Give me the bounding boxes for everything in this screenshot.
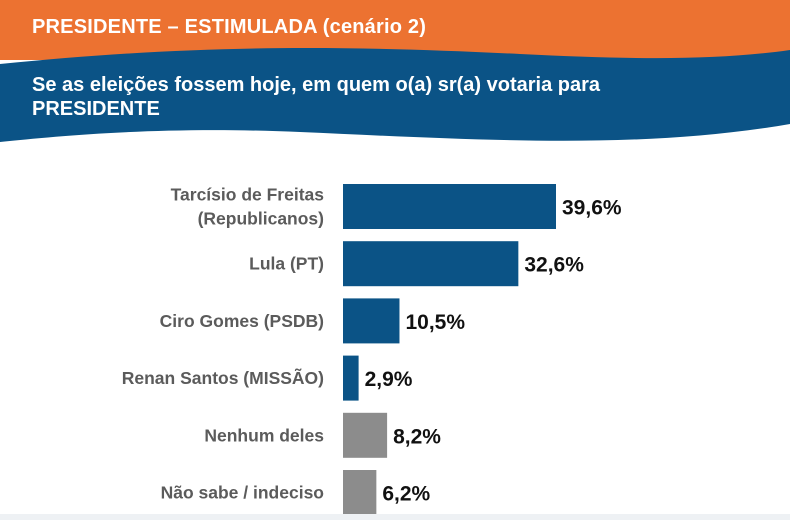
category-label: Ciro Gomes (PSDB) (160, 311, 324, 331)
bar-3 (343, 355, 359, 401)
value-label: 6,2% (382, 483, 430, 506)
category-label: Renan Santos (MISSÃO) (122, 367, 324, 388)
value-label: 8,2% (393, 425, 441, 448)
bar-chart-svg: Tarcísio de Freitas (Republicanos) 39,6% Lu… (122, 184, 622, 515)
value-label: 10,5% (405, 311, 465, 334)
question-text: Se as eleições fossem hoje, em quem o(a)… (32, 73, 732, 121)
value-label: 32,6% (524, 254, 584, 277)
category-label: Não sabe / indeciso (161, 483, 324, 503)
bar-5 (343, 470, 377, 515)
bar-0 (343, 184, 556, 229)
category-label: Nenhum deles (204, 425, 324, 445)
bottom-strip (0, 514, 790, 520)
category-label: Lula (PT) (249, 254, 324, 274)
bar-1 (343, 241, 519, 287)
question-line-1: Se as eleições fossem hoje, em quem o(a)… (32, 74, 601, 96)
question-band-shape (0, 48, 790, 143)
page-title: PRESIDENTE – ESTIMULADA (cenário 2) (32, 16, 427, 38)
question-band (0, 48, 790, 143)
value-label: 2,9% (365, 368, 413, 391)
bar-4 (343, 412, 388, 458)
bar-chart: Tarcísio de Freitas (Republicanos) 39,6% Lu… (0, 150, 790, 520)
bar-2 (343, 298, 400, 344)
category-label: (Republicanos) (198, 209, 324, 229)
value-label: 39,6% (562, 197, 622, 220)
category-label: Tarcísio de Freitas (171, 185, 325, 205)
question-line-2: PRESIDENTE (32, 98, 160, 120)
